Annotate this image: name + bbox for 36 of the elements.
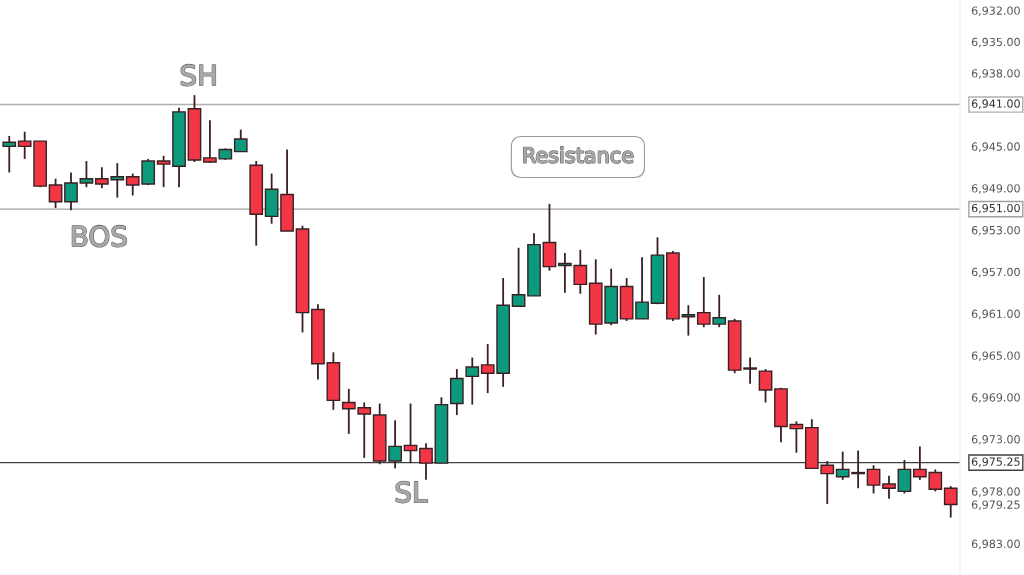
y-tick-label: 6,957.00 xyxy=(971,267,1020,278)
candlestick xyxy=(64,171,78,212)
candlestick xyxy=(866,464,881,495)
y-tick-label: 6,973.00 xyxy=(971,435,1020,445)
ref-line-label: 6,941.00 xyxy=(971,99,1020,109)
candlestick xyxy=(635,256,649,320)
candlestick xyxy=(48,177,63,209)
y-tick-label: 6,945.00 xyxy=(971,142,1020,152)
candlestick xyxy=(511,246,526,308)
y-tick-label: 6,938.00 xyxy=(971,69,1020,79)
y-tick-label: 6,935.00 xyxy=(971,37,1020,48)
candlestick xyxy=(156,154,171,189)
candlestick xyxy=(79,160,94,189)
candlestick xyxy=(758,368,773,404)
annotation: SL xyxy=(396,481,428,503)
ref-line-label: 6,951.00 xyxy=(971,203,1020,214)
y-tick-label: 6,949.00 xyxy=(971,184,1020,194)
y-tick-label: 6,961.00 xyxy=(971,309,1020,320)
candlestick xyxy=(465,356,480,406)
annotation: Resistance xyxy=(523,146,633,164)
candlestick xyxy=(419,442,433,481)
annotation: SH xyxy=(181,64,216,86)
y-tick-label: 6,932.00 xyxy=(971,6,1020,16)
candlestick xyxy=(233,128,248,153)
candlestick xyxy=(943,485,958,519)
y-tick-label: 6,983.00 xyxy=(971,539,1020,550)
candlestick xyxy=(897,459,912,495)
y-tick-label: 6,953.00 xyxy=(971,225,1020,236)
y-tick-label: 6,978.00 xyxy=(971,487,1020,497)
y-tick-label: 6,979.25 xyxy=(971,500,1020,510)
candlestick xyxy=(882,474,896,500)
ref-line-label: 6,975.25 xyxy=(971,457,1020,467)
candlestick xyxy=(2,135,17,174)
annotation: BOS xyxy=(72,225,127,247)
y-tick-label: 6,965.00 xyxy=(971,351,1020,361)
y-tick-label: 6,969.00 xyxy=(971,393,1020,403)
